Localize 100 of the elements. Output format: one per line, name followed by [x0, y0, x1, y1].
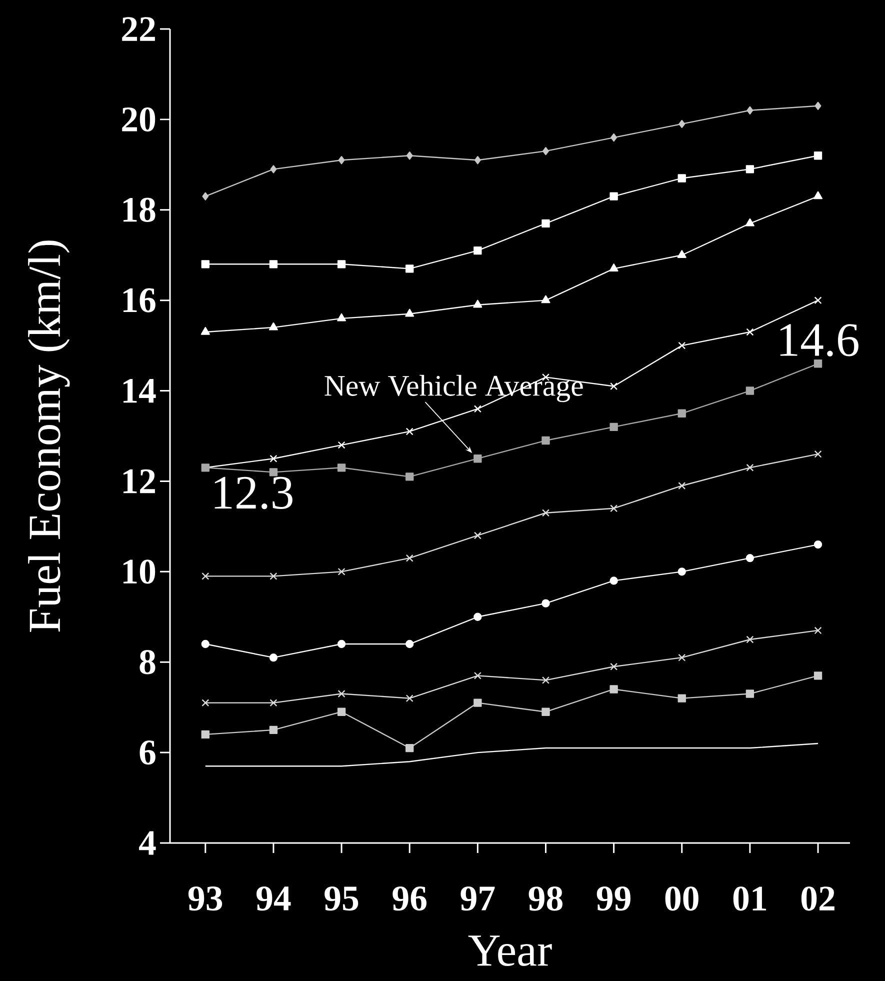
- point: [270, 165, 277, 174]
- point: [268, 322, 278, 330]
- point: [406, 264, 414, 273]
- y-tick-label: 8: [140, 650, 156, 674]
- point: [746, 636, 754, 644]
- y-tick-label: 4: [139, 831, 156, 855]
- y-tick-label: 20: [122, 107, 156, 132]
- point: [746, 464, 754, 472]
- point: [610, 422, 618, 432]
- point: [678, 174, 686, 182]
- point: [610, 504, 618, 512]
- point: [474, 532, 482, 540]
- x-tick-label: 97: [460, 886, 495, 911]
- point: [745, 218, 754, 226]
- point: [542, 147, 549, 156]
- point: [814, 296, 822, 304]
- y-tick-label: 18: [123, 198, 156, 222]
- point: [269, 726, 278, 734]
- y-tick-label: 10: [123, 560, 156, 584]
- point: [474, 454, 482, 463]
- point: [814, 672, 822, 680]
- point: [746, 554, 754, 562]
- point: [406, 554, 414, 562]
- point: [406, 640, 414, 648]
- point: [337, 640, 346, 648]
- point: [474, 156, 481, 164]
- point: [406, 428, 414, 436]
- point: [678, 568, 686, 576]
- point: [610, 662, 618, 670]
- point: [338, 441, 346, 449]
- x-axis-title: Year: [468, 936, 552, 966]
- point: [269, 468, 278, 476]
- point: [542, 509, 550, 517]
- y-tick-label: 6: [140, 740, 156, 765]
- point: [814, 626, 822, 634]
- point: [200, 326, 210, 335]
- point: [201, 260, 210, 268]
- point: [814, 360, 822, 368]
- point: [677, 250, 686, 258]
- point: [337, 260, 346, 268]
- point: [474, 405, 482, 413]
- point: [678, 482, 686, 490]
- point: [610, 382, 618, 390]
- x-tick-label: 94: [256, 886, 291, 911]
- point: [542, 708, 550, 716]
- point: [678, 409, 686, 418]
- point: [270, 572, 278, 580]
- point: [406, 152, 413, 160]
- point: [202, 192, 209, 200]
- point: [610, 192, 618, 200]
- point: [338, 568, 346, 576]
- point: [269, 654, 278, 662]
- point: [406, 472, 414, 481]
- point: [338, 156, 345, 164]
- point: [474, 698, 482, 707]
- x-tick-label: 93: [188, 886, 222, 911]
- point: [269, 260, 278, 268]
- point: [746, 690, 754, 698]
- point: [678, 694, 686, 702]
- point: [474, 672, 482, 680]
- point: [338, 690, 346, 698]
- point: [270, 454, 278, 462]
- y-tick-label: 14: [123, 378, 156, 403]
- point: [746, 328, 754, 336]
- point: [542, 676, 550, 684]
- point: [678, 342, 686, 350]
- x-tick-label: 99: [596, 886, 630, 911]
- point: [202, 699, 210, 707]
- point: [542, 436, 550, 445]
- point: [542, 599, 550, 608]
- point: [406, 744, 414, 752]
- x-tick-label: 96: [392, 886, 426, 911]
- x-tick-label: 00: [665, 886, 698, 911]
- point: [270, 699, 278, 707]
- point: [610, 133, 618, 142]
- point: [814, 450, 822, 458]
- data-label: 12.3: [214, 476, 292, 510]
- point: [814, 191, 822, 200]
- data-label: 14.6: [780, 324, 858, 356]
- y-tick-label: 16: [123, 288, 156, 312]
- point: [474, 612, 482, 621]
- point: [201, 640, 210, 648]
- x-tick-label: 95: [324, 886, 358, 911]
- point: [678, 120, 686, 128]
- y-tick-label: 12: [123, 469, 155, 494]
- point: [746, 386, 754, 395]
- point: [746, 106, 754, 114]
- point: [542, 219, 550, 228]
- point: [405, 308, 414, 317]
- point: [473, 300, 482, 308]
- point: [814, 152, 822, 160]
- point: [474, 246, 482, 255]
- point: [541, 295, 550, 304]
- point: [202, 572, 210, 580]
- point: [337, 708, 346, 716]
- point: [609, 264, 618, 272]
- point: [610, 685, 618, 694]
- point: [201, 730, 210, 739]
- point: [337, 464, 346, 472]
- x-tick-label: 02: [801, 886, 834, 911]
